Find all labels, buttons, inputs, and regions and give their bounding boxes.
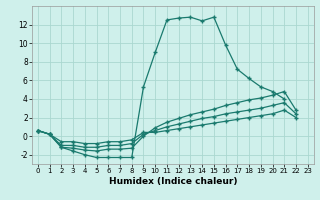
X-axis label: Humidex (Indice chaleur): Humidex (Indice chaleur) bbox=[108, 177, 237, 186]
